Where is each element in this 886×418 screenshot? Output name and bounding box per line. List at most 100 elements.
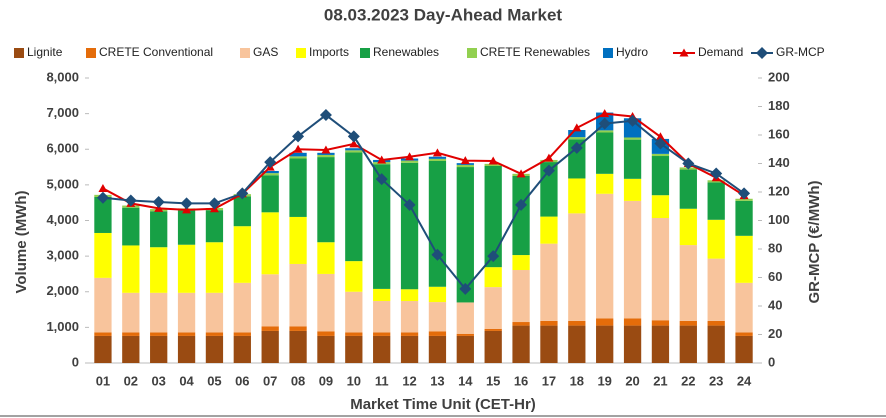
bar-segment [484,267,502,288]
line-marker [598,117,611,130]
y2-tick-label: 80 [768,240,782,255]
bar-segment [484,287,502,329]
line-marker [544,153,554,162]
bar-segment [317,157,335,243]
bar-segment [400,162,419,290]
y2-tick-label: 0 [768,354,775,369]
x-tick-label: 10 [347,373,361,388]
series-line [102,113,745,291]
x-tick-label: 22 [681,373,695,388]
bar-segment [317,335,335,363]
bar-segment [428,158,447,162]
bar-segment [568,320,586,326]
bar-segment [205,242,224,293]
legend-swatch [86,48,96,58]
y-tick-label: 7,000 [46,105,79,120]
bar-segment [540,325,558,363]
bar-segment [456,164,474,168]
x-tick-label: 20 [625,373,639,388]
bar-segment [568,130,586,138]
bar-segment [289,330,307,363]
y2-axis-label: GR-MCP (€/MWh) [806,180,823,303]
y-tick-label: 1,000 [46,319,79,334]
legend-swatch [296,48,306,58]
bar-segment [735,335,753,363]
bar-segment [345,335,363,363]
line-marker [403,198,416,211]
line-marker [679,48,689,57]
y-tick-label: 2,000 [46,283,79,298]
legend-label: GAS [253,45,278,59]
line-marker [626,114,639,127]
bar-segment [373,288,391,302]
bar-segment [400,160,419,163]
bar-segment [177,210,196,245]
bar-segment [345,148,363,151]
bar-segment [289,263,307,327]
x-tick-label: 13 [430,373,444,388]
bar-segment [289,152,307,157]
bar-segment [400,301,419,333]
bar-segment [122,207,140,246]
bar-segment [177,335,196,363]
legend-label: CRETE Conventional [99,45,213,59]
y2-tick-label: 140 [768,155,790,170]
bar-segment [707,325,725,363]
bar-segment [540,320,558,326]
bar-segment [428,156,447,159]
legend-swatch [360,48,370,58]
bar-segment [651,156,670,196]
line-marker [460,156,470,165]
bar-segment [623,200,642,319]
line-marker [321,145,331,154]
bar-segment [345,291,363,333]
bar-segment [568,137,586,140]
x-tick-label: 14 [458,373,473,388]
y2-tick-label: 60 [768,269,782,284]
bar-segment [596,318,614,326]
line-marker [570,141,583,154]
line-marker [600,109,610,118]
bar-segment [428,286,447,303]
bar-segment [428,331,447,336]
bar-segment [261,212,279,275]
bar-segment [289,216,307,264]
line-marker [710,167,723,180]
y2-tick-label: 40 [768,297,782,312]
line-marker [208,197,221,210]
bar-segment [261,274,279,327]
bar-segment [289,156,307,159]
x-tick-label: 08 [291,373,305,388]
bar-segment [233,196,251,227]
x-tick-label: 16 [514,373,528,388]
chart-title: 08.03.2023 Day-Ahead Market [324,5,562,24]
bar-segment [289,158,307,217]
bar-segment [623,178,642,201]
bar-segment [345,150,363,153]
bar-segment [679,208,697,246]
bar-segment [122,332,140,336]
bar-segment [150,211,168,248]
bar-segment [205,292,224,333]
y-tick-label: 5,000 [46,176,79,191]
legend-label: CRETE Renewables [480,45,590,59]
line-marker [319,109,332,122]
bar-segment [317,273,335,332]
bar-segment [317,152,335,155]
x-tick-label: 17 [542,373,556,388]
bar-segment [456,333,474,336]
x-tick-label: 01 [96,373,110,388]
bar-segment [707,180,725,183]
bar-segment [512,322,530,326]
bar-segment [94,232,112,278]
line-marker [236,187,249,200]
line-marker [180,197,193,210]
bar-segment [150,292,168,333]
y2-tick-label: 200 [768,69,790,84]
bar-segment [623,318,642,326]
line-marker [516,169,526,178]
bar-segment [512,270,530,323]
bar-segment [651,153,670,157]
bar-segment [122,335,140,363]
